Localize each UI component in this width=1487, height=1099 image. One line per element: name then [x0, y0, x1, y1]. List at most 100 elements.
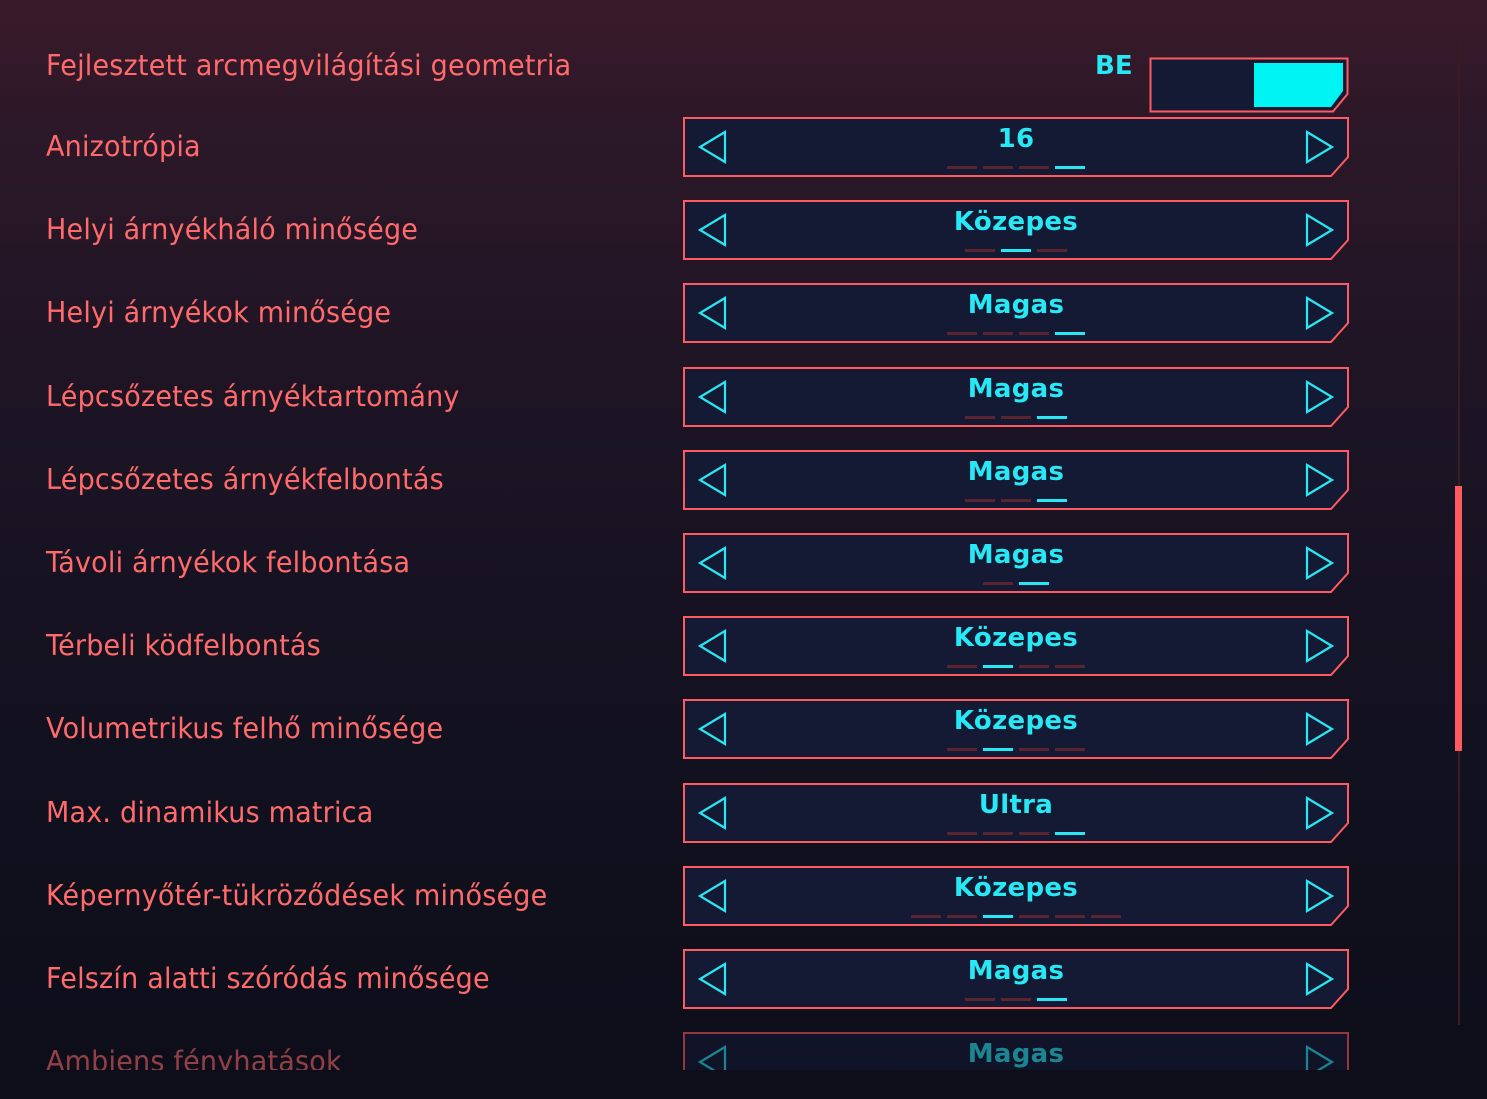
arrow-left-icon[interactable]	[695, 293, 735, 333]
arrow-right-icon[interactable]	[1297, 959, 1337, 999]
setting-label: Felszín alatti szóródás minősége	[46, 962, 490, 995]
option-selector[interactable]: Közepes	[683, 698, 1349, 759]
option-selector[interactable]: Magas	[683, 532, 1349, 593]
option-indicator-segment	[1019, 165, 1049, 169]
option-indicator-segment	[983, 831, 1013, 835]
toggle-switch[interactable]	[1149, 57, 1349, 113]
arrow-left-icon[interactable]	[695, 210, 735, 250]
selector-frame	[683, 1031, 1349, 1070]
arrow-left-icon[interactable]	[695, 793, 735, 833]
option-indicator-segment	[1055, 914, 1085, 918]
arrow-left-icon[interactable]	[695, 460, 735, 500]
option-indicator-segment	[983, 581, 1013, 585]
arrow-left-icon[interactable]	[695, 377, 735, 417]
option-indicator-segment	[947, 664, 977, 668]
scrollbar-thumb[interactable]	[1455, 486, 1462, 751]
setting-label: Képernyőtér-tükröződések minősége	[46, 879, 548, 912]
setting-label: Anizotrópia	[46, 130, 201, 163]
option-selector[interactable]: Ultra	[683, 782, 1349, 843]
option-indicator-segment	[947, 331, 977, 335]
option-indicator-segment	[1037, 248, 1067, 252]
setting-row-helyi-arnyekok-minosege[interactable]: Helyi árnyékok minősége Magas	[0, 271, 1420, 354]
option-indicator-segment	[947, 165, 977, 169]
scrollbar[interactable]	[1455, 45, 1463, 1025]
option-indicator	[683, 331, 1349, 336]
option-selector[interactable]: Magas	[683, 282, 1349, 343]
setting-row-max-dinamikus-matrica[interactable]: Max. dinamikus matrica Ultra	[0, 771, 1420, 854]
option-indicator-segment-active	[983, 747, 1013, 751]
setting-row-lepcsozetes-arnyekfelbontas[interactable]: Lépcsőzetes árnyékfelbontás Magas	[0, 438, 1420, 521]
selector-frame	[683, 782, 1349, 843]
arrow-right-icon[interactable]	[1297, 709, 1337, 749]
arrow-left-icon[interactable]	[695, 876, 735, 916]
arrow-right-icon[interactable]	[1297, 626, 1337, 666]
option-selector[interactable]: Magas	[683, 1031, 1349, 1070]
selected-value: Közepes	[953, 872, 1079, 903]
option-selector[interactable]: Közepes	[683, 615, 1349, 676]
selector-frame	[683, 282, 1349, 343]
setting-row-volumetrikus-felho-minosege[interactable]: Volumetrikus felhő minősége Közepes	[0, 687, 1420, 770]
option-indicator-segment-active	[1037, 498, 1067, 502]
setting-label: Fejlesztett arcmegvilágítási geometria	[46, 49, 572, 82]
selected-value: Magas	[967, 1038, 1065, 1069]
arrow-right-icon[interactable]	[1297, 1042, 1337, 1070]
setting-row-lepcsozetes-arnyektartomany[interactable]: Lépcsőzetes árnyéktartomány Magas	[0, 355, 1420, 438]
option-selector[interactable]: Közepes	[683, 199, 1349, 260]
arrow-right-icon[interactable]	[1297, 543, 1337, 583]
setting-row-facial-lighting-geometry[interactable]: Fejlesztett arcmegvilágítási geometria B…	[0, 24, 1420, 113]
selector-frame	[683, 366, 1349, 427]
option-indicator	[683, 498, 1349, 503]
selected-value: 16	[997, 123, 1035, 154]
selector-frame	[683, 116, 1349, 177]
arrow-left-icon[interactable]	[695, 709, 735, 749]
setting-label: Távoli árnyékok felbontása	[46, 546, 411, 579]
selected-value: Magas	[967, 373, 1065, 404]
option-selector[interactable]: Magas	[683, 449, 1349, 510]
setting-row-helyi-arnyekhalo-minosege[interactable]: Helyi árnyékháló minősége Közepes	[0, 188, 1420, 271]
selected-value: Közepes	[953, 705, 1079, 736]
option-indicator-segment-active	[1019, 581, 1049, 585]
option-indicator-segment	[947, 914, 977, 918]
option-indicator	[683, 581, 1349, 586]
arrow-left-icon[interactable]	[695, 959, 735, 999]
arrow-right-icon[interactable]	[1297, 793, 1337, 833]
arrow-right-icon[interactable]	[1297, 460, 1337, 500]
option-indicator-segment	[965, 498, 995, 502]
arrow-right-icon[interactable]	[1297, 210, 1337, 250]
setting-row-anizotropia[interactable]: Anizotrópia 16	[0, 105, 1420, 188]
option-selector[interactable]: Magas	[683, 948, 1349, 1009]
selected-value: Közepes	[953, 206, 1079, 237]
option-selector[interactable]: Magas	[683, 366, 1349, 427]
option-indicator	[683, 831, 1349, 836]
arrow-left-icon[interactable]	[695, 1042, 735, 1070]
arrow-left-icon[interactable]	[695, 543, 735, 583]
option-indicator-segment	[1019, 831, 1049, 835]
arrow-left-icon[interactable]	[695, 626, 735, 666]
option-indicator-segment	[1019, 664, 1049, 668]
option-indicator-segment-active	[1055, 165, 1085, 169]
setting-row-kepernyoter-tukrozodesek-minosege[interactable]: Képernyőtér-tükröződések minősége Közepe…	[0, 854, 1420, 937]
arrow-right-icon[interactable]	[1297, 127, 1337, 167]
option-selector[interactable]: 16	[683, 116, 1349, 177]
setting-label: Helyi árnyékháló minősége	[46, 213, 419, 246]
option-indicator-segment	[1001, 498, 1031, 502]
setting-row-tavoli-arnyekok-felbontasa[interactable]: Távoli árnyékok felbontása Magas	[0, 521, 1420, 604]
arrow-right-icon[interactable]	[1297, 876, 1337, 916]
option-indicator-segment	[1001, 415, 1031, 419]
arrow-right-icon[interactable]	[1297, 293, 1337, 333]
selected-value: Magas	[967, 289, 1065, 320]
option-indicator	[683, 165, 1349, 170]
selector-frame	[683, 199, 1349, 260]
setting-label: Max. dinamikus matrica	[46, 796, 374, 829]
option-indicator-segment-active	[1037, 415, 1067, 419]
arrow-left-icon[interactable]	[695, 127, 735, 167]
setting-label: Lépcsőzetes árnyékfelbontás	[46, 463, 444, 496]
setting-row-terbeli-kodfelbontas[interactable]: Térbeli ködfelbontás Közepes	[0, 604, 1420, 687]
setting-label: Térbeli ködfelbontás	[46, 629, 321, 662]
setting-row-ambiens-fenyhatasok[interactable]: Ambiens fényhatások Magas	[0, 1020, 1420, 1070]
selected-value: Közepes	[953, 622, 1079, 653]
setting-row-felszin-alatti-szorodas-minosege[interactable]: Felszín alatti szóródás minősége Magas	[0, 937, 1420, 1020]
setting-label: Ambiens fényhatások	[46, 1045, 342, 1070]
option-selector[interactable]: Közepes	[683, 865, 1349, 926]
arrow-right-icon[interactable]	[1297, 377, 1337, 417]
